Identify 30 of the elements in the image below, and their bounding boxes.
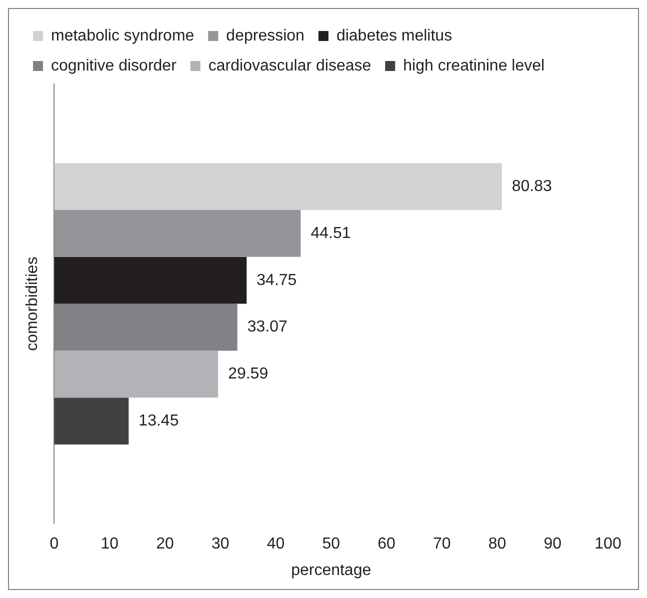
x-axis-title: percentage xyxy=(291,562,372,579)
data-label: 13.45 xyxy=(138,412,179,430)
data-label: 44.51 xyxy=(310,224,351,242)
legend-label: cognitive disorder xyxy=(51,57,178,74)
data-label: 80.83 xyxy=(512,178,552,195)
x-tick-label: 20 xyxy=(156,536,174,553)
x-tick-label: 60 xyxy=(378,536,396,553)
bar xyxy=(54,210,301,257)
x-tick-label: 100 xyxy=(594,536,622,553)
x-tick-label: 10 xyxy=(100,536,119,553)
legend-label: high creatinine level xyxy=(403,57,545,74)
x-tick-label: 70 xyxy=(432,536,451,553)
legend-label: metabolic syndrome xyxy=(51,27,194,44)
x-tick-label: 30 xyxy=(211,536,230,553)
legend-label: depression xyxy=(226,27,304,44)
data-label: 34.75 xyxy=(256,272,297,289)
bar xyxy=(54,350,218,398)
bar xyxy=(54,256,247,304)
x-tick-label: 0 xyxy=(50,536,59,553)
legend-label: diabetes melitus xyxy=(336,27,452,44)
x-tick-label: 40 xyxy=(266,536,285,553)
x-tick-label: 80 xyxy=(488,536,506,553)
data-label: 29.59 xyxy=(228,366,268,383)
y-axis-title: comorbidities xyxy=(24,256,42,351)
data-label: 33.07 xyxy=(247,318,288,336)
bar xyxy=(54,163,502,210)
x-tick-label: 90 xyxy=(544,536,562,553)
bar xyxy=(54,398,129,444)
x-tick-label: 50 xyxy=(322,536,340,553)
legend-label: cardiovascular disease xyxy=(208,57,372,74)
